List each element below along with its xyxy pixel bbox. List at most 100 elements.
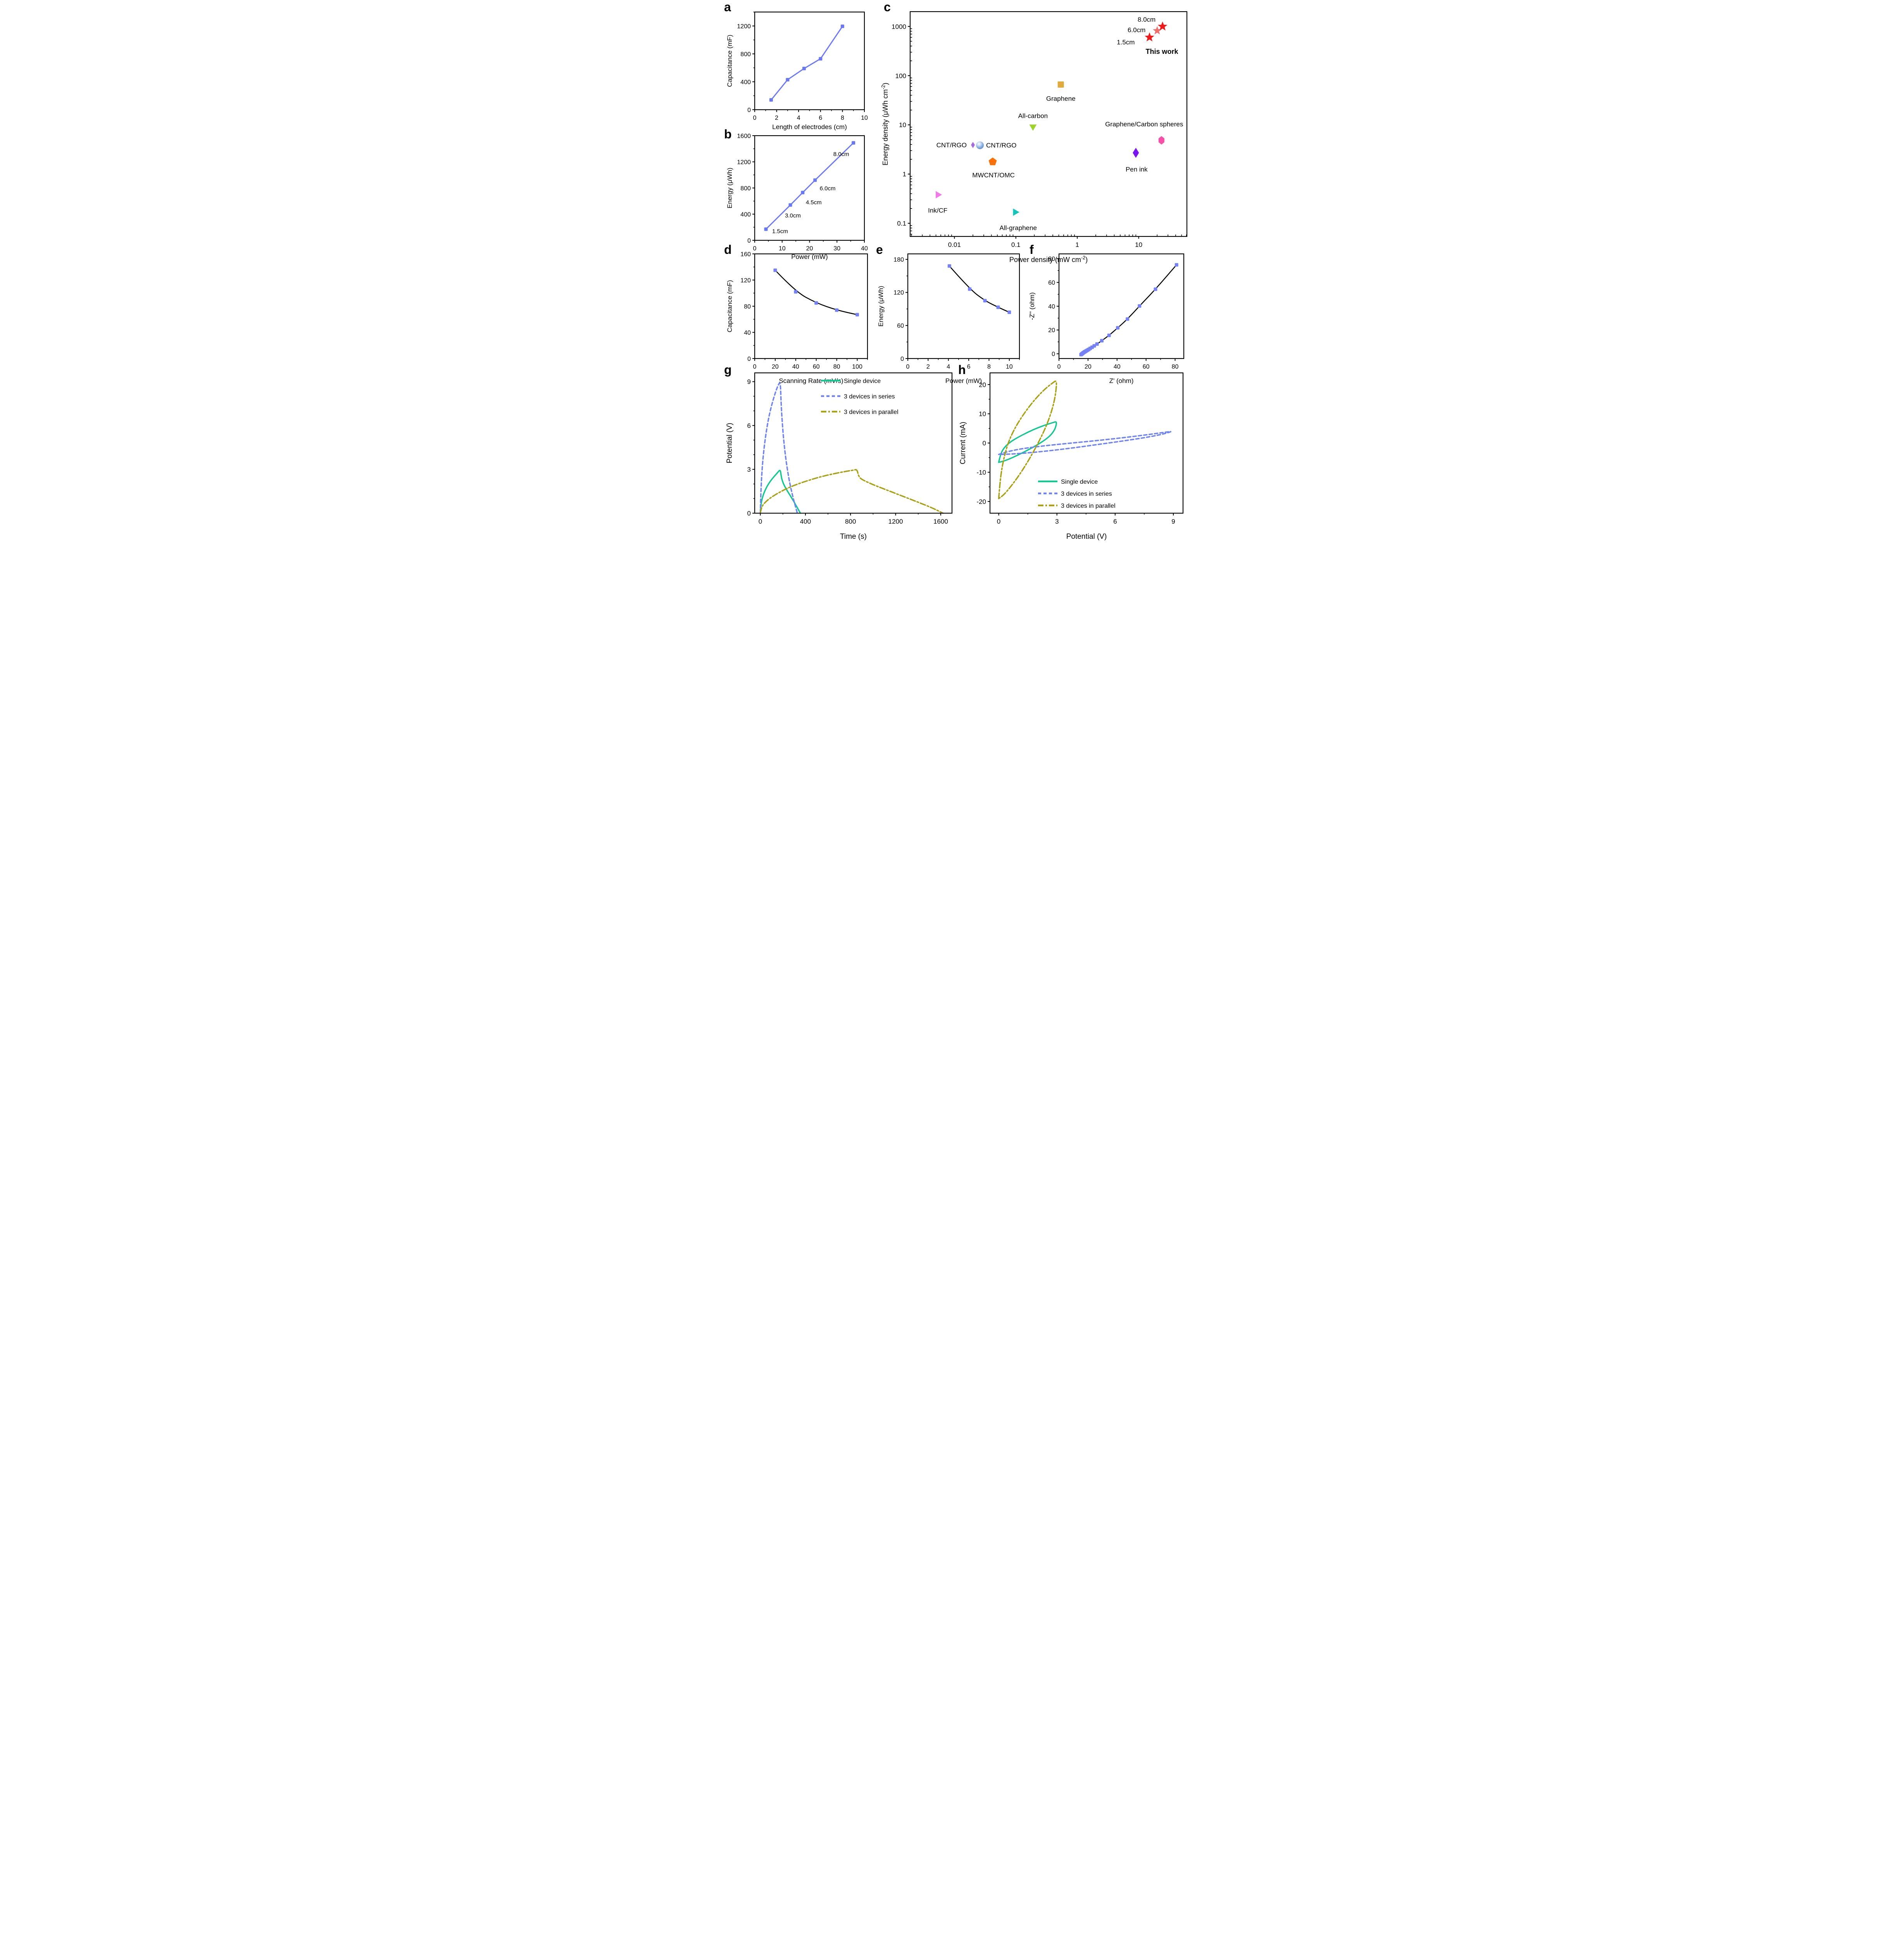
x-axis-title: Power (mW)	[791, 253, 828, 260]
marker-energy vs power	[764, 227, 768, 231]
marker-energy vs power	[968, 287, 972, 291]
svg-text:2: 2	[775, 115, 778, 121]
svg-text:-20: -20	[976, 498, 986, 505]
marker-This work 8.0cm	[1157, 21, 1168, 31]
svg-text:1200: 1200	[888, 518, 903, 525]
x-axis-title: Z' (ohm)	[1109, 377, 1134, 384]
series-line-0	[1080, 264, 1177, 355]
annotation: This work	[1146, 48, 1179, 55]
marker-capacitance vs scan rate	[794, 290, 798, 294]
marker-Nyquist	[1100, 339, 1104, 343]
svg-text:160: 160	[740, 251, 751, 258]
svg-text:3: 3	[1055, 518, 1059, 525]
svg-text:10: 10	[899, 121, 906, 129]
marker-capacitance vs scan rate	[855, 313, 859, 317]
svg-text:60: 60	[1048, 279, 1055, 286]
svg-text:0: 0	[900, 356, 904, 362]
annotation: MWCNT/OMC	[972, 171, 1015, 179]
marker-energy vs power	[947, 264, 951, 268]
marker-All-graphene	[1013, 208, 1019, 216]
marker-Nyquist	[1095, 342, 1099, 346]
svg-text:0: 0	[747, 510, 751, 517]
point-label: 3.0cm	[785, 212, 801, 219]
svg-text:40: 40	[1048, 303, 1055, 310]
svg-text:400: 400	[740, 211, 751, 218]
svg-text:0.1: 0.1	[1011, 241, 1021, 248]
svg-text:800: 800	[740, 185, 751, 192]
panel-h: 0 3 6 9 -20 -10 0 10 20 Potential (V) Current (mA)…	[957, 368, 1188, 543]
annotation: Graphene/Carbon spheres	[1105, 121, 1183, 128]
panel-letter-b: b	[724, 127, 732, 141]
panel-d-axes: 0 20 40 60 80 100 0 40 80 120 160	[740, 251, 868, 370]
svg-text:1: 1	[903, 171, 906, 178]
marker-Ink/CF	[935, 191, 942, 198]
legend-label: 3 devices in series	[1061, 491, 1112, 497]
series-line-1	[759, 382, 798, 514]
marker-Nyquist	[1092, 344, 1096, 348]
x-axis-title: Time (s)	[840, 533, 867, 541]
series-line-0	[770, 26, 843, 101]
panel-letter-d: d	[724, 243, 732, 257]
annotation: 1.5cm	[1117, 38, 1135, 46]
annotation: CNT/RGO	[986, 142, 1016, 149]
svg-text:120: 120	[893, 290, 904, 296]
annotation: CNT/RGO	[936, 141, 967, 149]
svg-text:0: 0	[747, 356, 751, 362]
panel-d-plot: 0 20 40 60 80 100 0 40 80 120 160 Scanning Rate (mV…	[726, 251, 868, 384]
panel-a-data	[769, 24, 844, 102]
svg-text:1600: 1600	[737, 133, 751, 140]
svg-text:-10: -10	[976, 469, 986, 476]
panel-b: 1.5cm 3.0cm 4.5cm 6.0cm 8.0cm 0 10 20 30 40 0 400 80…	[725, 133, 869, 264]
marker-capacitance vs length	[802, 67, 806, 71]
marker-MWCNT/OMC	[988, 157, 997, 166]
panel-g-axes: 0 400 800 1200 1600 0 3 6 9	[747, 378, 948, 525]
x-axis-title: Power density (mW cm-2)	[1009, 255, 1088, 264]
svg-text:120: 120	[740, 277, 751, 284]
y-axis-title: -Z'' (ohm)	[1028, 292, 1036, 320]
svg-text:4: 4	[947, 364, 950, 370]
panel-e-axes: 0 2 4 6 8 10 0 60 120 180	[893, 257, 1020, 370]
y-axis-title: Capacitance (mF)	[726, 34, 733, 87]
series-line-1	[998, 431, 1171, 455]
marker-Graphene	[1057, 81, 1064, 88]
svg-text:3: 3	[747, 466, 751, 473]
marker-CNT/RGO	[971, 142, 975, 148]
legend-label: Single device	[1061, 479, 1098, 485]
panel-g-data	[759, 382, 944, 514]
panel-letter-c: c	[884, 0, 891, 14]
svg-text:0: 0	[1052, 351, 1055, 357]
svg-text:0: 0	[753, 115, 757, 121]
panel-f-plot: 0 20 40 60 80 0 20 40 60 80 Z' (ohm) -Z'' (ohm)	[1028, 253, 1185, 384]
panel-a-axes: 0 2 4 6 8 10 0 400 800 1200	[737, 12, 868, 121]
panel-letter-e: e	[876, 243, 883, 257]
marker-This work 6.0cm	[1152, 26, 1162, 34]
panel-f-axes: 0 20 40 60 80 0 20 40 60 80	[1048, 256, 1178, 370]
panel-h-legend: Single device 3 devices in series 3 device…	[1038, 479, 1116, 509]
x-axis-title: Scanning Rate (mV/s)	[779, 377, 843, 384]
series-line-2	[998, 380, 1057, 500]
marker-energy vs power	[852, 141, 855, 145]
y-axis-title: Potential (V)	[726, 423, 734, 464]
point-label: 6.0cm	[820, 185, 836, 192]
svg-text:100: 100	[895, 72, 906, 79]
svg-text:20: 20	[1048, 327, 1055, 334]
svg-text:9: 9	[747, 378, 751, 386]
svg-text:6: 6	[747, 422, 751, 429]
y-axis-title: Energy (μWh)	[726, 167, 733, 208]
plot-frame	[754, 253, 868, 359]
svg-text:20: 20	[979, 381, 986, 388]
svg-text:8: 8	[841, 115, 844, 121]
svg-text:20: 20	[772, 364, 779, 370]
svg-text:0: 0	[753, 364, 757, 370]
panel-b-data: 1.5cm 3.0cm 4.5cm 6.0cm 8.0cm	[764, 141, 855, 234]
marker-Nyquist	[1107, 333, 1111, 337]
marker-energy vs power	[983, 299, 987, 303]
marker-capacitance vs scan rate	[814, 301, 818, 305]
panel-d-data	[773, 268, 859, 317]
series-line-0	[759, 470, 801, 514]
svg-text:30: 30	[833, 245, 840, 252]
marker-energy vs power	[788, 203, 792, 207]
svg-text:10: 10	[979, 410, 986, 418]
plot-frame	[754, 11, 865, 110]
